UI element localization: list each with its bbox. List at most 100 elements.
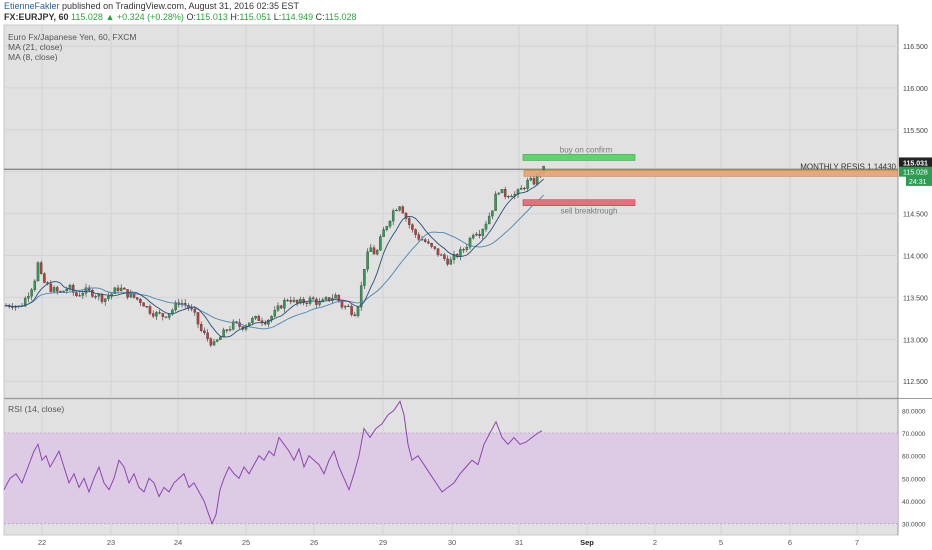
candle-body <box>487 215 491 225</box>
candle-body <box>174 302 177 311</box>
candle-body <box>395 210 398 212</box>
y-tick-label: 113.000 <box>903 337 928 344</box>
candle-body <box>465 246 469 250</box>
last-price: 115.028 <box>71 12 103 22</box>
rsi-tick-label: 60.0000 <box>902 454 926 461</box>
candle-body <box>148 306 152 314</box>
x-tick-label: 2 <box>653 538 657 547</box>
candle-body <box>334 294 337 299</box>
candle-body <box>430 243 433 247</box>
candle-body <box>443 254 446 259</box>
candle-body <box>372 247 376 255</box>
published-text: published on TradingView.com, August 31,… <box>62 1 300 11</box>
candle-body <box>423 239 427 242</box>
x-tick-label: 31 <box>515 538 523 547</box>
candle-body <box>292 299 296 302</box>
candle-body <box>404 212 408 219</box>
candle-body <box>190 307 193 310</box>
candle-body <box>62 290 65 292</box>
candle-body <box>52 287 56 292</box>
candle-body <box>251 318 254 323</box>
candle-body <box>39 262 43 274</box>
candle-body <box>452 254 456 260</box>
candle-body <box>462 249 465 251</box>
candle-body <box>311 297 315 300</box>
rsi-pane-title: RSI (14, close) <box>8 404 65 414</box>
candle-body <box>30 289 33 297</box>
candle-body <box>100 294 104 302</box>
candle-body <box>215 339 219 342</box>
candle-body <box>171 309 174 314</box>
high-label: H: <box>230 12 240 22</box>
candle-body <box>417 234 421 240</box>
candle-body <box>231 321 235 330</box>
candle-body <box>222 329 225 338</box>
candle-body <box>155 312 158 317</box>
candle-body <box>356 307 360 317</box>
candle-body <box>427 241 430 244</box>
open-label: O: <box>186 12 196 22</box>
candle-body <box>449 259 453 265</box>
countdown-tag <box>906 175 932 186</box>
candle-body <box>142 302 145 307</box>
ma21-line <box>5 194 544 330</box>
candle-body <box>203 330 206 334</box>
candle-body <box>158 312 161 314</box>
candle-body <box>193 308 197 313</box>
close-value: 115.028 <box>324 12 357 22</box>
candle-body <box>369 247 373 252</box>
price-axis[interactable] <box>898 25 932 535</box>
candle-body <box>71 284 75 293</box>
candle-body <box>84 287 88 294</box>
candle-body <box>484 223 488 230</box>
candle-body <box>507 196 510 198</box>
candle-body <box>49 283 53 292</box>
ma8-legend: MA (8, close) <box>8 52 58 62</box>
candle-body <box>59 291 62 293</box>
change-value: +0.324 (+0.28%) <box>116 12 184 22</box>
buy-zone-label: buy on confirm <box>560 145 613 154</box>
candle-body <box>33 280 37 290</box>
candle-body <box>529 178 533 181</box>
buy-zone-box[interactable] <box>522 154 636 161</box>
candle-body <box>347 305 350 307</box>
candle-body <box>43 273 46 283</box>
candle-body <box>375 250 379 255</box>
candle-body <box>363 269 366 286</box>
x-tick-label: 29 <box>379 538 387 547</box>
x-tick-label: 23 <box>107 538 115 547</box>
candle-body <box>289 300 293 302</box>
low-value: 114.949 <box>281 12 314 22</box>
sell-zone-box[interactable] <box>522 199 636 206</box>
candle-body <box>123 287 126 290</box>
candle-body <box>398 206 401 211</box>
author-link[interactable]: EtienneFakler <box>4 1 60 11</box>
open-value: 115.013 <box>195 12 228 22</box>
candle-body <box>119 287 123 291</box>
x-tick-label: Sep <box>580 538 594 547</box>
price-tag-top <box>899 157 932 168</box>
candle-body <box>407 218 411 225</box>
candle-body <box>129 293 133 298</box>
candle-body <box>497 192 501 195</box>
x-tick-label: 5 <box>719 538 723 547</box>
candle-body <box>151 313 155 317</box>
x-tick-label: 7 <box>855 538 859 547</box>
price-tag-mid-text: 115.028 <box>903 170 928 177</box>
high-value: 115.051 <box>239 12 272 22</box>
candle-body <box>343 305 347 308</box>
candle-body <box>324 297 328 300</box>
rsi-tick-label: 50.0000 <box>902 476 926 483</box>
ma21-legend: MA (21, close) <box>8 42 63 52</box>
candle-body <box>196 312 200 325</box>
rsi-tick-label: 40.0000 <box>902 499 926 506</box>
candle-body <box>139 299 142 303</box>
y-tick-label: 112.500 <box>903 379 928 386</box>
main-pane[interactable] <box>3 24 899 399</box>
candle-body <box>401 206 405 214</box>
candle-body <box>81 293 85 296</box>
y-tick-label: 115.500 <box>903 128 928 135</box>
resistance-zone[interactable] <box>523 170 899 177</box>
candle-body <box>78 295 81 297</box>
